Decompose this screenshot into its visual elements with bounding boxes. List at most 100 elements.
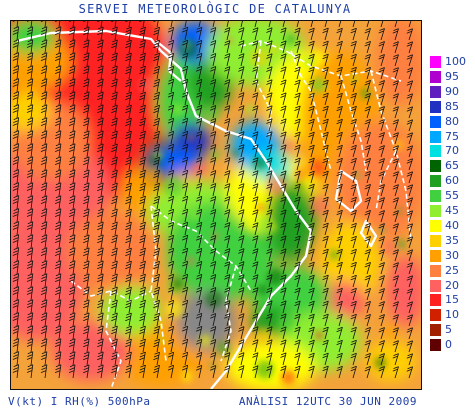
wind-barb — [266, 313, 273, 327]
wind-barb — [350, 53, 357, 67]
legend-label: 40 — [445, 218, 459, 232]
wind-barb — [26, 91, 34, 106]
wind-barb — [336, 235, 343, 249]
wind-barb — [364, 119, 371, 132]
wind-barb — [68, 117, 76, 132]
humidity-speck — [139, 77, 156, 93]
wind-barb — [224, 170, 231, 184]
wind-barb — [280, 27, 287, 41]
wind-barb — [40, 351, 48, 366]
wind-barb — [125, 117, 132, 132]
legend-label: 90 — [445, 84, 459, 98]
wind-barb — [350, 339, 357, 353]
wind-barb — [308, 209, 315, 223]
wind-barb — [280, 183, 287, 197]
wind-barb — [266, 209, 273, 223]
wind-barb — [181, 117, 189, 132]
wind-barb — [406, 340, 413, 353]
wind-barb — [266, 365, 273, 379]
wind-barb — [12, 182, 20, 197]
wind-barb — [167, 156, 174, 171]
coastline-segment — [155, 40, 182, 82]
legend-swatch — [430, 115, 441, 128]
wind-barb — [280, 326, 287, 340]
wind-barb — [294, 144, 301, 158]
humidity-region — [151, 149, 201, 173]
humidity-wind-map — [10, 20, 422, 390]
humidity-speck — [277, 312, 295, 331]
wind-barb — [125, 338, 132, 353]
border-segment — [375, 150, 397, 212]
wind-barb — [111, 312, 118, 327]
wind-barb — [392, 54, 399, 67]
wind-barb — [54, 312, 62, 327]
wind-barb — [26, 273, 34, 288]
wind-barb — [40, 286, 48, 301]
map-title: SERVEI METEOROLÒGIC DE CATALUNYA — [78, 2, 352, 16]
wind-barb — [97, 351, 104, 366]
legend-entry: 70 — [430, 145, 475, 158]
humidity-speck — [284, 142, 293, 151]
wind-barb — [181, 156, 189, 171]
humidity-speck — [148, 153, 162, 167]
wind-barb — [308, 144, 315, 158]
wind-barb — [40, 195, 48, 210]
wind-barb — [406, 67, 413, 80]
wind-barb — [252, 131, 259, 145]
wind-barb — [12, 273, 20, 288]
wind-barb — [238, 27, 245, 41]
wind-barb — [167, 26, 174, 41]
wind-barb — [97, 299, 104, 314]
wind-barb — [364, 132, 371, 145]
wind-barb — [238, 79, 245, 93]
humidity-speck — [188, 134, 195, 141]
wind-barb — [364, 301, 371, 314]
wind-barb — [322, 326, 329, 340]
wind-barb — [125, 195, 132, 210]
wind-barb — [392, 80, 399, 93]
wind-barb — [68, 273, 76, 288]
wind-barb — [378, 80, 385, 93]
wind-barbs — [12, 21, 413, 379]
wind-barb — [364, 210, 371, 223]
wind-barb — [322, 40, 329, 54]
wind-barb — [406, 171, 413, 184]
wind-barb — [266, 261, 273, 275]
wind-barb — [294, 352, 301, 366]
wind-barb — [97, 130, 104, 145]
wind-barb — [54, 364, 62, 379]
wind-barb — [40, 325, 48, 340]
wind-barb — [210, 209, 217, 223]
wind-barb — [97, 156, 104, 171]
legend-label: 80 — [445, 114, 459, 128]
wind-barb — [294, 53, 301, 67]
wind-barb — [308, 118, 315, 132]
wind-barb — [139, 26, 146, 41]
wind-barb — [322, 144, 329, 158]
wind-barb — [68, 39, 76, 54]
wind-barb — [238, 66, 245, 80]
legend-entry: 40 — [430, 218, 475, 232]
wind-barb — [238, 131, 245, 145]
wind-barb — [97, 208, 104, 223]
legend-entry: 90 — [430, 84, 475, 98]
wind-barb — [139, 234, 146, 249]
wind-barb — [26, 117, 34, 132]
wind-barb — [280, 53, 287, 67]
wind-barb — [54, 65, 62, 80]
wind-barb — [266, 183, 273, 197]
wind-barb — [336, 131, 343, 145]
wind-barb — [40, 299, 48, 314]
wind-barb — [153, 234, 160, 249]
wind-barb — [336, 118, 343, 132]
wind-barb — [40, 156, 48, 171]
wind-barb — [195, 118, 203, 132]
wind-barb — [294, 170, 301, 184]
wind-barb — [139, 299, 146, 314]
wind-barb — [210, 131, 217, 145]
legend-label: 30 — [445, 248, 459, 262]
wind-barb — [195, 40, 203, 54]
wind-barb — [350, 274, 357, 288]
wind-barb — [252, 196, 259, 210]
wind-barb — [153, 143, 160, 158]
